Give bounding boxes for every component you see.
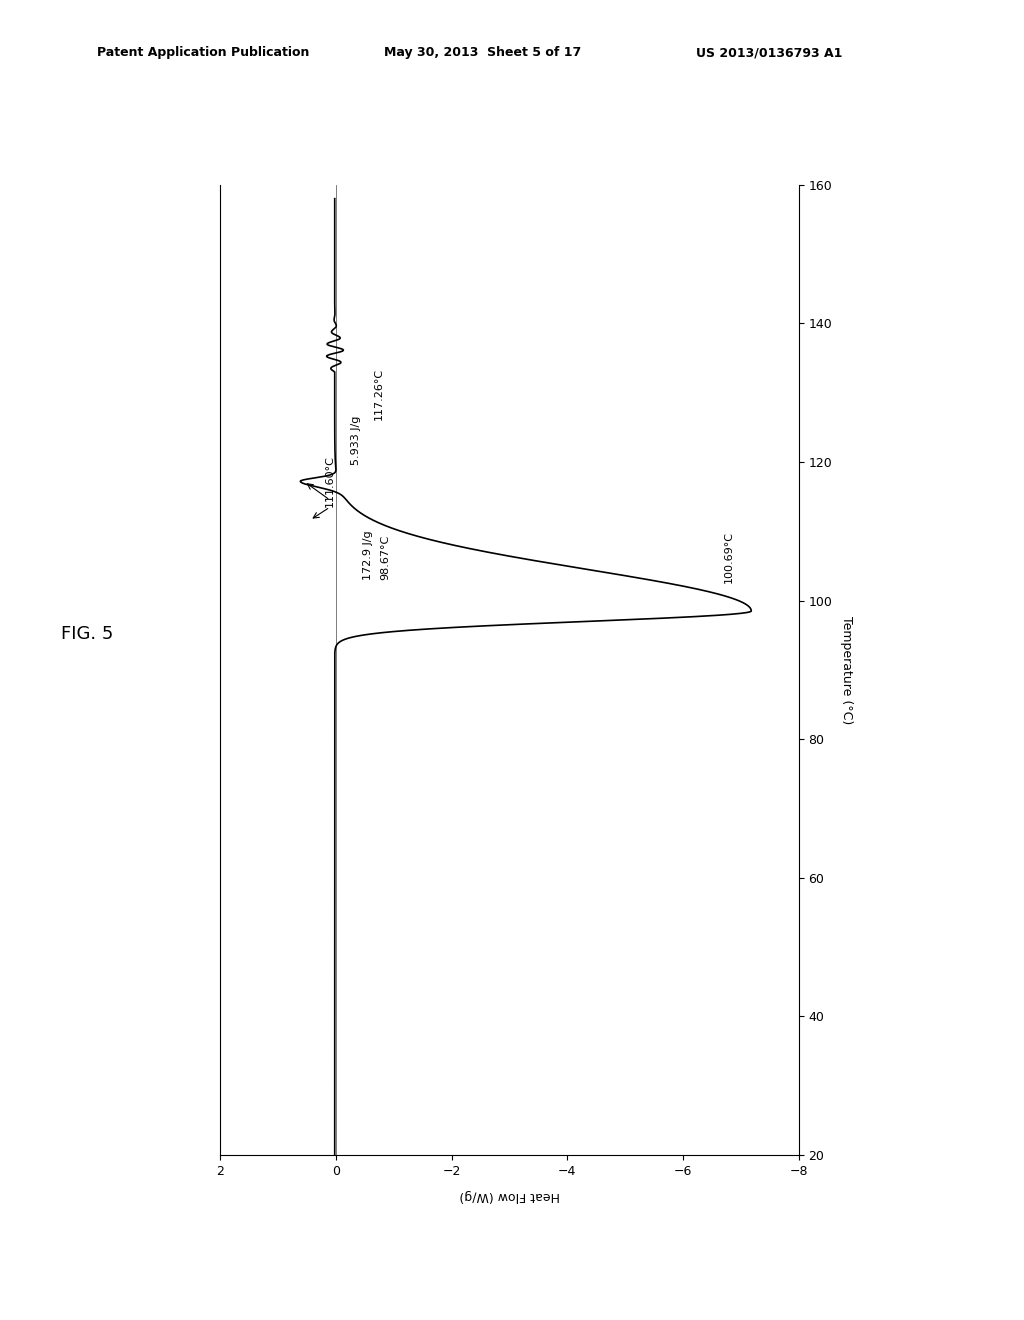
Text: FIG. 5: FIG. 5 <box>60 624 114 643</box>
Text: May 30, 2013  Sheet 5 of 17: May 30, 2013 Sheet 5 of 17 <box>384 46 582 59</box>
Text: 100.69°C: 100.69°C <box>724 531 734 583</box>
Text: US 2013/0136793 A1: US 2013/0136793 A1 <box>696 46 843 59</box>
Text: 111.60°C: 111.60°C <box>325 455 335 507</box>
Text: 172.9 J/g: 172.9 J/g <box>362 531 373 579</box>
Y-axis label: Temperature (°C): Temperature (°C) <box>840 615 853 725</box>
Text: 117.26°C: 117.26°C <box>374 368 384 420</box>
X-axis label: Heat Flow (W/g): Heat Flow (W/g) <box>459 1189 560 1201</box>
Text: Patent Application Publication: Patent Application Publication <box>97 46 309 59</box>
Text: 5.933 J/g: 5.933 J/g <box>351 416 361 466</box>
Text: 98.67°C: 98.67°C <box>380 535 390 579</box>
